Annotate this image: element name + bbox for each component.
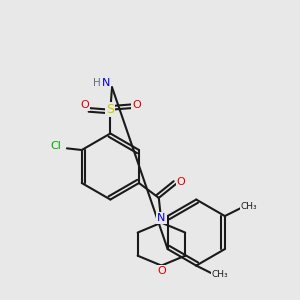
- Text: O: O: [80, 100, 89, 110]
- Text: H: H: [93, 78, 101, 88]
- Text: O: O: [177, 177, 186, 188]
- Text: CH₃: CH₃: [240, 202, 257, 211]
- Text: S: S: [106, 103, 114, 116]
- Text: O: O: [132, 100, 141, 110]
- Text: N: N: [102, 78, 110, 88]
- Text: N: N: [157, 213, 166, 224]
- Text: O: O: [157, 266, 166, 276]
- Text: CH₃: CH₃: [212, 270, 228, 279]
- Text: Cl: Cl: [51, 141, 62, 152]
